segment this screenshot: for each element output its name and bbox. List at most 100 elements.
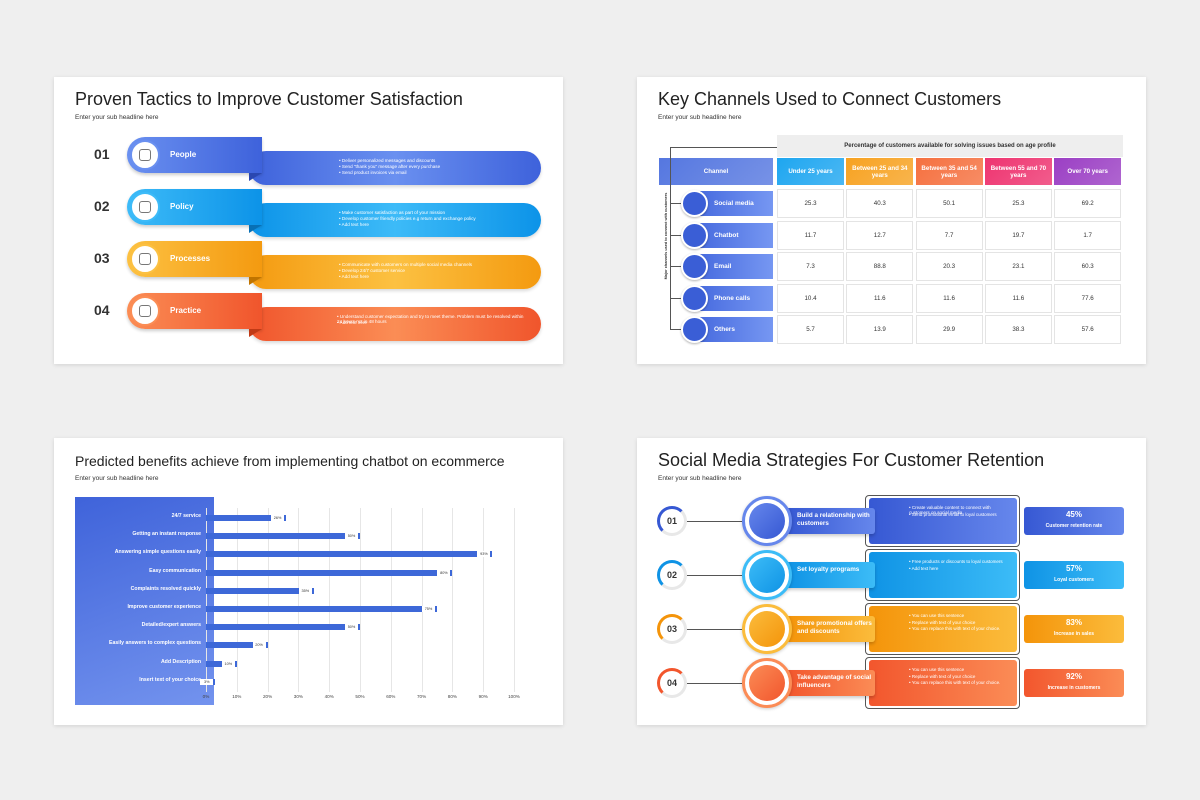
heading-box [787, 562, 875, 588]
bullet: Add text here [337, 320, 527, 325]
connector [670, 234, 682, 236]
grid-line [483, 508, 485, 692]
value-label: 26% [271, 515, 285, 521]
table-cell: 60.3 [1054, 252, 1122, 281]
number-ring [657, 668, 687, 698]
table-cell: 40.3 [846, 189, 914, 218]
icon [139, 201, 151, 213]
y-tick-label: 24/7 service [171, 513, 201, 519]
number-ring [657, 614, 687, 644]
grid-line [360, 508, 361, 692]
bar [206, 515, 287, 521]
item-label: Processes [170, 254, 211, 263]
fold [249, 225, 262, 233]
value-label: 50% [345, 533, 358, 540]
number-ring [657, 506, 687, 536]
stat: 83% [1065, 618, 1082, 627]
x-tick-label: 90% [478, 694, 488, 699]
bullet: Add text here [339, 274, 529, 279]
slide-subtitle: Enter your sub headline here [75, 475, 159, 482]
column-header: Between 55 and 70 years [984, 158, 1052, 185]
bullet: Deliver personalized messages and discou… [339, 158, 529, 163]
table-cell: 19.7 [984, 220, 1052, 250]
heading: Share promotional offers and discounts [797, 620, 872, 635]
slide-subtitle: Enter your sub headline here [658, 475, 742, 482]
table-cell: 20.3 [915, 252, 983, 281]
bullet: Replace with text of your choice [909, 674, 1009, 679]
y-tick-label: Easily answers to complex questions [109, 640, 201, 647]
stat-box [1024, 615, 1124, 643]
table-cell: 88.8 [846, 252, 914, 281]
grid-line [421, 508, 423, 692]
caption: Percentage of customers available for so… [777, 135, 1123, 157]
item-number: 01 [666, 516, 677, 526]
table-cell: 11.7 [777, 220, 844, 250]
ribbon: Communicate with customers on multiple s… [249, 255, 541, 289]
table-cell: 11.6 [846, 283, 914, 313]
connector [670, 203, 682, 204]
icon-circle [749, 503, 785, 539]
table-cell: 25.3 [777, 189, 844, 218]
x-tick-label: 10% [232, 694, 242, 699]
bar [206, 624, 360, 631]
stat: 45% [1065, 510, 1082, 519]
table-cell: 11.6 [915, 283, 983, 313]
table-cell: 57.6 [1054, 315, 1122, 344]
y-tick-label: Answering simple questions easily [114, 549, 201, 556]
heading-box [787, 616, 875, 642]
bullet: Send promotional email to loyal customer… [909, 512, 1009, 517]
y-tick-label: Easy communication [149, 567, 201, 574]
grid-line [206, 508, 207, 692]
value-label: 50% [345, 624, 358, 631]
stat-label: Loyal customers [1054, 577, 1094, 583]
bullet: Develop 24/7 customer service [339, 268, 529, 273]
bullet: Communicate with customers on multiple s… [339, 262, 529, 267]
x-tick-label: 40% [324, 694, 334, 699]
item-number: 04 [666, 678, 677, 688]
slide-subtitle: Enter your sub headline here [658, 114, 742, 121]
x-tick-label: 100% [508, 694, 520, 699]
value-label: 35% [298, 587, 312, 594]
connector [670, 297, 682, 299]
table-cell: 1.7 [1054, 220, 1122, 250]
icon [139, 305, 151, 317]
bullet: Send product invoices via email [339, 170, 529, 175]
icon-circle [681, 221, 708, 249]
bar [206, 569, 453, 576]
y-tick-label: Detailed/expert answers [141, 622, 201, 629]
chart-title: Predicted benefits achieve from implemen… [75, 453, 505, 469]
item-label: Practice [170, 306, 202, 315]
icon-circle [749, 611, 785, 647]
x-tick-label: 30% [293, 694, 303, 699]
table-cell: 13.9 [846, 315, 914, 344]
y-tick-label: Getting an instant response [132, 531, 201, 538]
x-tick-label: 0% [202, 694, 210, 699]
icon-circle [681, 284, 708, 312]
icon-circle [130, 140, 160, 170]
grid-line [298, 508, 300, 692]
x-tick-label: 60% [386, 694, 396, 699]
table-cell: 11.6 [984, 283, 1052, 313]
bullet-box: Free products or discounts to loyal cust… [869, 552, 1017, 598]
bar [206, 551, 493, 558]
grid-line [236, 508, 238, 692]
channel-label: Chatbot [714, 231, 739, 239]
table-cell: 5.7 [777, 315, 844, 344]
icon-circle [130, 192, 160, 222]
heading: Take advantage of social influencers [797, 674, 872, 689]
fold [249, 277, 262, 285]
x-tick-label: 50% [355, 694, 365, 699]
connector [670, 266, 682, 267]
icon-circle [681, 253, 708, 280]
icon-circle [130, 244, 160, 274]
value-label: 75% [422, 606, 435, 612]
slide-title: Social Media Strategies For Customer Ret… [658, 450, 1045, 470]
value-label: 10% [221, 660, 235, 667]
ribbon: Make customer satisfaction as part of yo… [249, 203, 541, 237]
x-tick-label: 20% [262, 694, 273, 699]
bullet: Develop customer friendly policies e.g r… [339, 216, 529, 221]
grid-line [329, 508, 331, 692]
column-header: Under 25 years [777, 158, 844, 185]
channel-label: Phone calls [714, 294, 751, 302]
